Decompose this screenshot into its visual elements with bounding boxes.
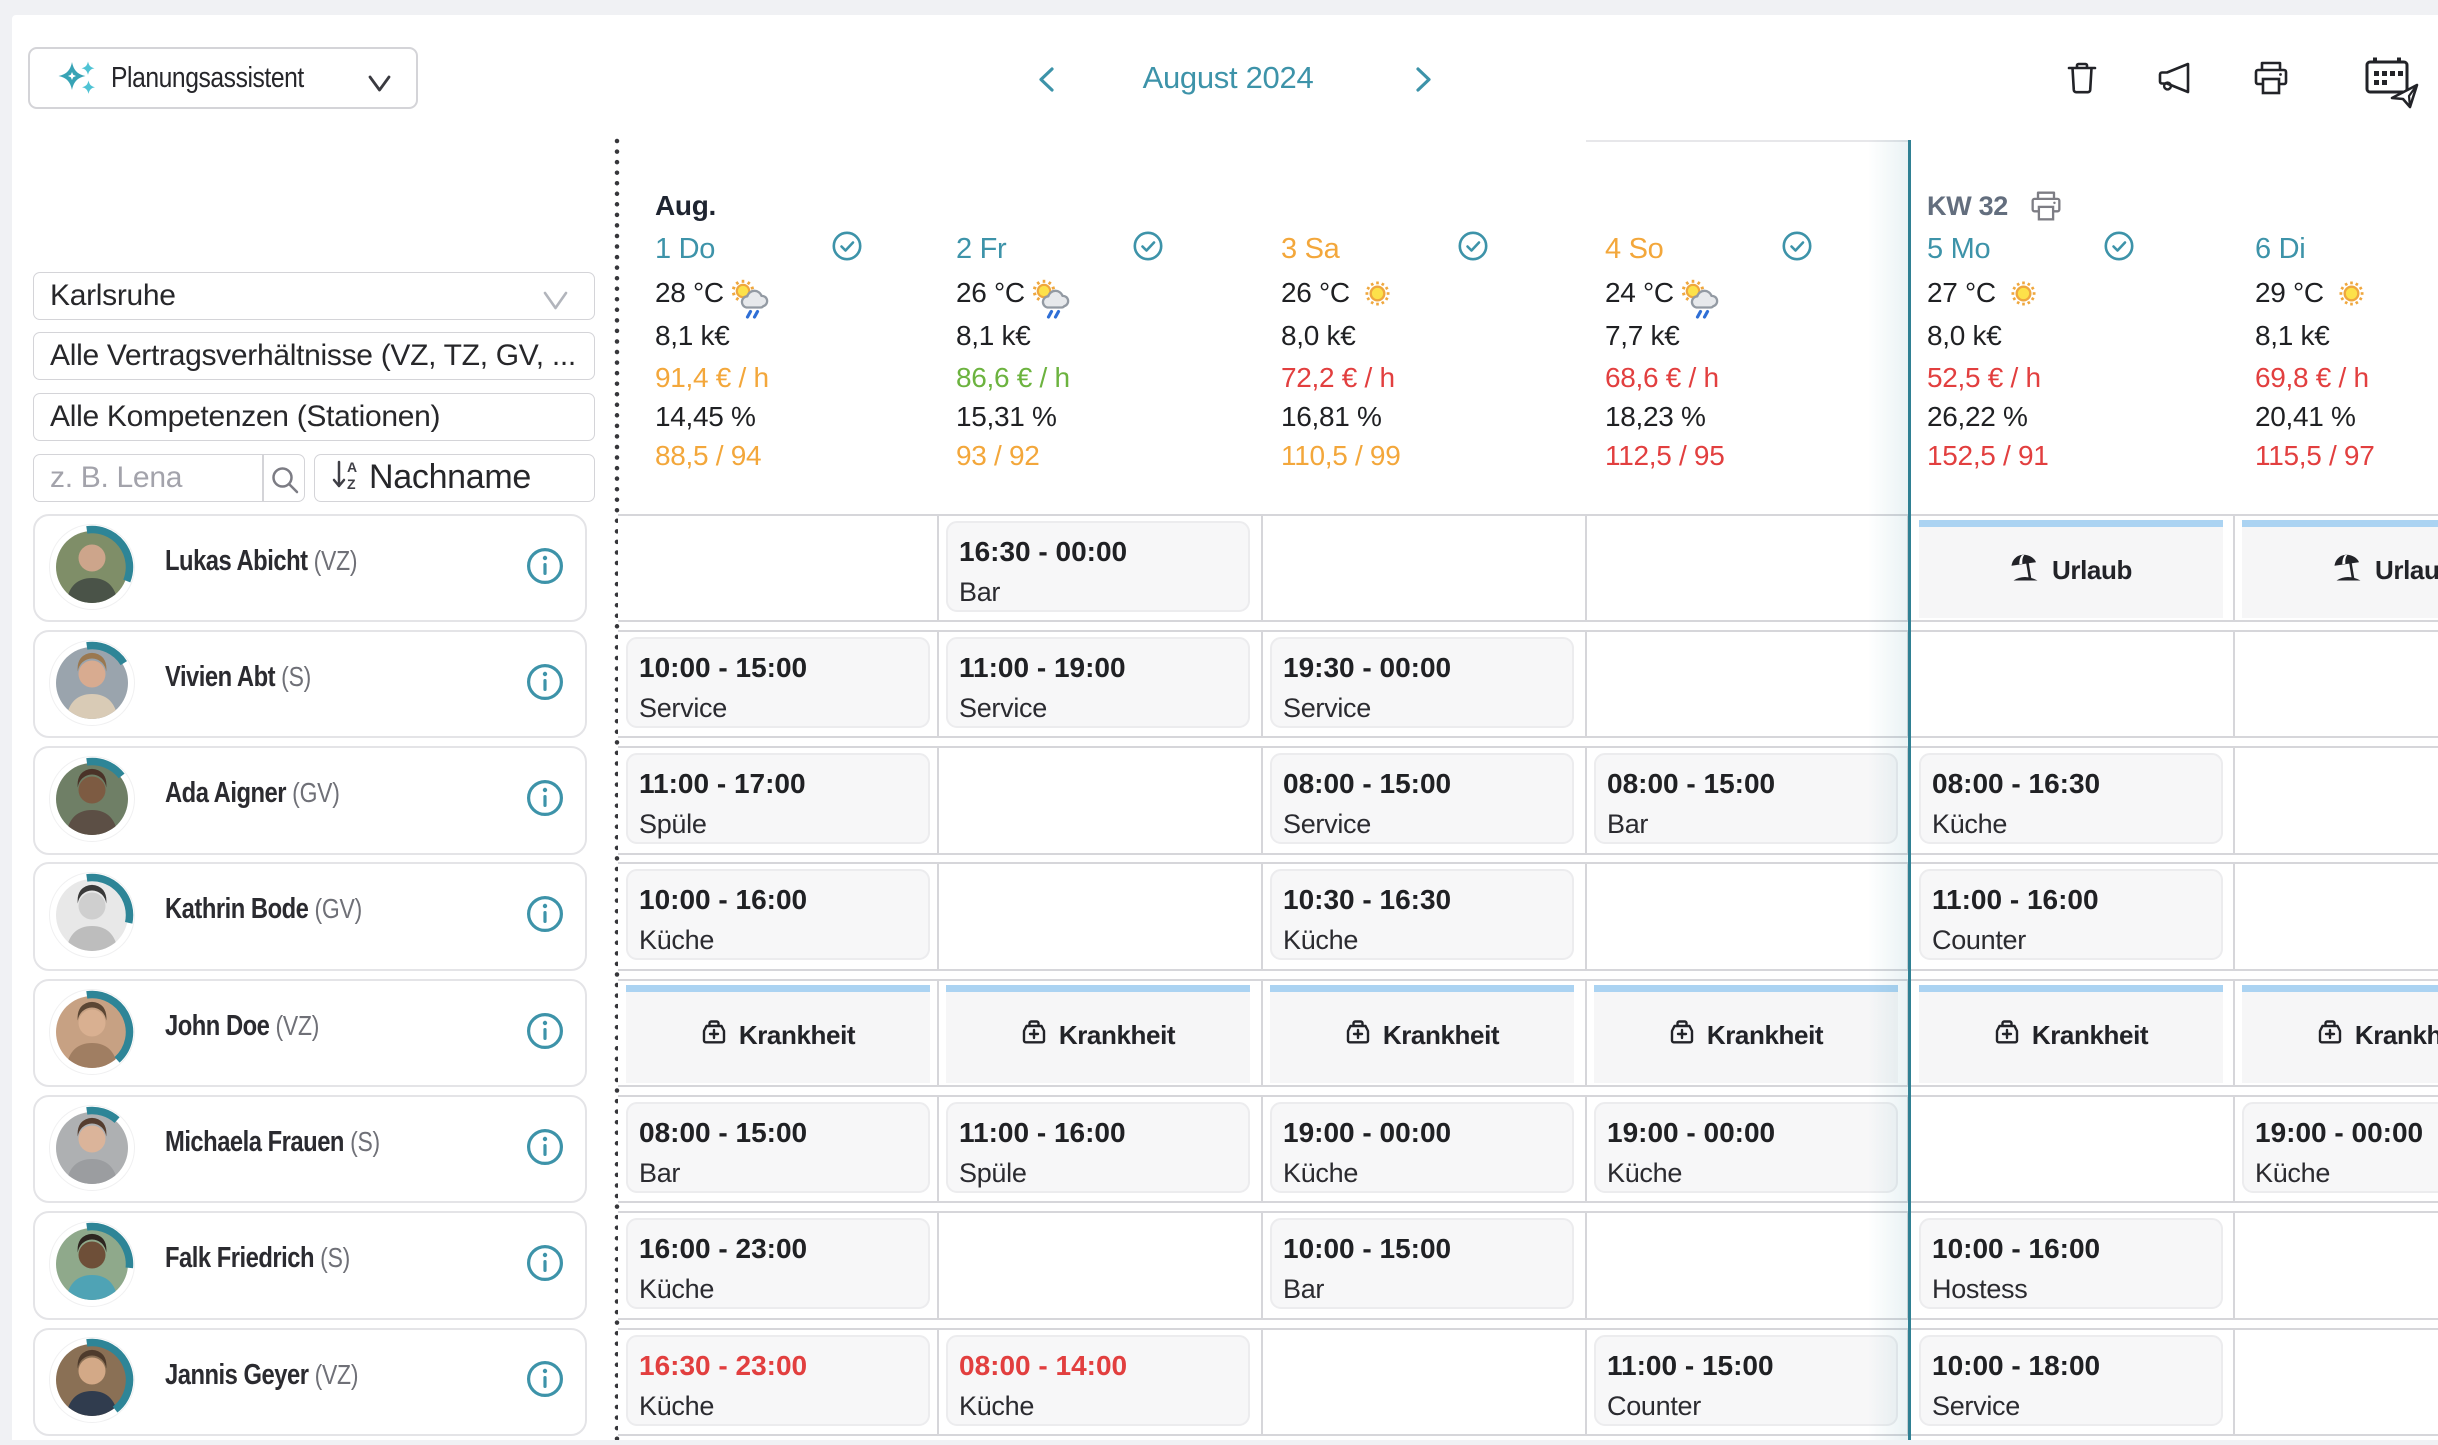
svg-text:A: A bbox=[347, 459, 357, 475]
svg-text:Z: Z bbox=[347, 476, 356, 492]
